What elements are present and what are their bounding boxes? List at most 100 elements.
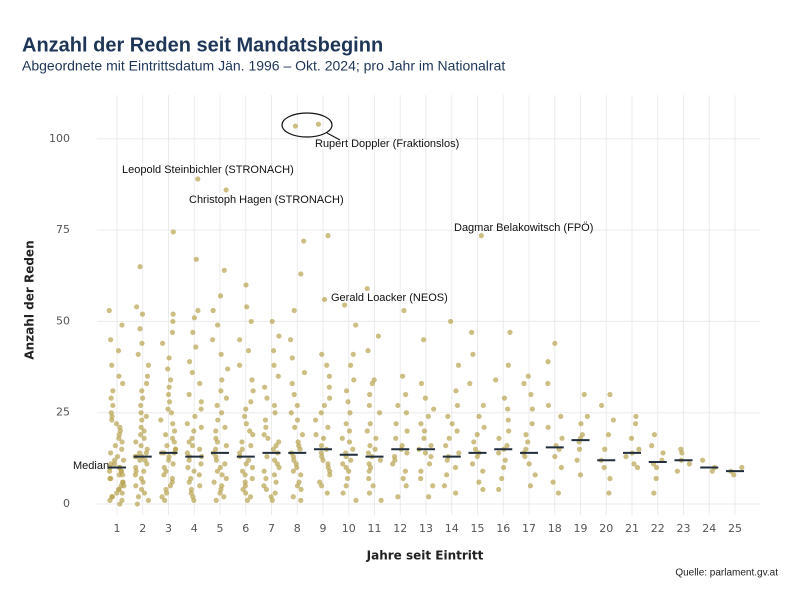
point: [138, 402, 144, 409]
point: [263, 486, 270, 493]
point: [552, 453, 558, 460]
point: [108, 395, 114, 401]
point: [210, 307, 216, 314]
point: [243, 282, 249, 288]
point: [211, 479, 217, 485]
x-tick-label: 9: [320, 522, 327, 535]
point: [649, 443, 655, 449]
point: [271, 402, 278, 409]
point: [395, 402, 401, 409]
point: [294, 483, 301, 489]
point: [418, 380, 425, 387]
point: [297, 446, 303, 452]
point: [162, 497, 168, 503]
point: [273, 479, 279, 485]
point: [401, 307, 407, 314]
point: [141, 428, 147, 434]
point: [186, 359, 193, 365]
point: [192, 413, 198, 419]
x-tick-label: 16: [496, 522, 510, 535]
point: [403, 483, 409, 489]
point: [244, 497, 251, 503]
point: [116, 373, 122, 379]
point: [444, 472, 450, 478]
point: [558, 464, 564, 471]
point: [321, 296, 328, 303]
point: [248, 318, 254, 325]
point: [523, 432, 529, 438]
point: [170, 311, 176, 317]
x-tick-label: 1: [114, 522, 121, 535]
point: [292, 123, 299, 129]
point: [375, 333, 381, 339]
point: [446, 435, 452, 441]
point: [271, 472, 278, 478]
point: [188, 486, 194, 493]
point: [403, 410, 410, 416]
point: [447, 318, 454, 325]
point: [244, 304, 250, 310]
point: [299, 432, 306, 438]
point: [393, 435, 399, 441]
point: [272, 410, 278, 416]
point: [445, 413, 451, 419]
point: [700, 457, 706, 463]
point: [223, 395, 230, 401]
point: [222, 461, 228, 467]
point: [186, 439, 192, 445]
point: [545, 380, 551, 387]
point: [339, 435, 345, 441]
point: [221, 267, 227, 273]
point: [441, 483, 448, 489]
point: [467, 380, 473, 387]
point: [215, 322, 221, 328]
x-tick-label: 15: [471, 522, 485, 535]
point: [679, 450, 685, 456]
y-tick-label: 75: [56, 223, 70, 236]
point: [426, 461, 433, 467]
point: [210, 337, 216, 343]
point: [108, 450, 114, 456]
point: [367, 421, 373, 427]
annotation: Rupert Doppler (Fraktionslos): [315, 138, 459, 150]
point: [345, 399, 351, 405]
point: [185, 464, 191, 471]
point: [344, 475, 351, 482]
point: [526, 461, 532, 467]
point: [378, 497, 384, 503]
point: [219, 472, 225, 478]
point: [418, 421, 424, 427]
point: [505, 362, 511, 368]
point: [108, 475, 114, 482]
point: [245, 348, 252, 354]
point: [137, 264, 143, 270]
point: [276, 464, 282, 471]
point: [452, 464, 459, 471]
x-tick-label: 17: [522, 522, 536, 535]
point: [165, 406, 171, 412]
x-tick-label: 11: [368, 522, 382, 535]
point: [139, 388, 145, 394]
point: [261, 483, 267, 489]
point: [421, 428, 428, 434]
point: [366, 490, 373, 496]
point: [550, 479, 556, 485]
point: [138, 410, 144, 416]
point: [529, 421, 535, 427]
point: [273, 443, 279, 449]
point: [214, 468, 220, 474]
x-tick-label: 20: [599, 522, 613, 535]
point: [476, 413, 482, 419]
point: [456, 450, 462, 456]
point: [161, 472, 167, 478]
point: [168, 410, 175, 416]
point: [529, 406, 535, 412]
point: [525, 373, 531, 379]
point: [133, 483, 139, 489]
point: [343, 388, 350, 394]
point: [158, 417, 164, 423]
point: [291, 391, 297, 398]
point: [599, 402, 605, 409]
point: [294, 417, 301, 423]
point: [166, 384, 172, 390]
